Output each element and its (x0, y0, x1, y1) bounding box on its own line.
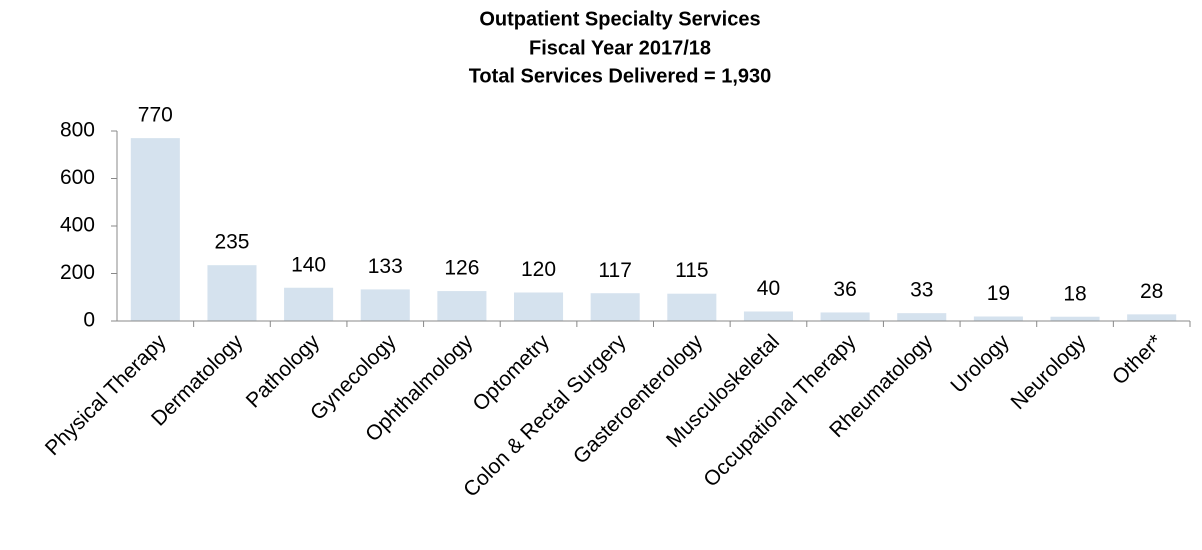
bar (1050, 316, 1100, 321)
value-label: 117 (598, 259, 631, 282)
y-tick-label: 400 (60, 214, 95, 237)
chart-subtitle: Fiscal Year 2017/18 (529, 37, 711, 59)
value-label: 133 (368, 255, 403, 278)
bar (207, 265, 257, 321)
y-tick-label: 0 (83, 309, 95, 332)
x-tick-label: Gasteroenterology (569, 330, 708, 469)
bar (437, 291, 487, 321)
bar (667, 293, 717, 321)
value-label: 235 (214, 231, 249, 254)
value-label: 33 (910, 279, 933, 302)
bar (360, 289, 410, 321)
bar (973, 316, 1023, 321)
x-tick-label: Physical Therapy (41, 330, 171, 460)
x-tick-label: Neurology (1007, 330, 1091, 414)
bar (820, 312, 870, 321)
x-tick-label: Occupational Therapy (699, 330, 861, 492)
x-tick-label: Urology (946, 330, 1014, 398)
bar (743, 311, 793, 321)
chart-title: Outpatient Specialty Services (479, 8, 760, 30)
bar (130, 138, 180, 321)
value-label: 126 (444, 257, 479, 280)
value-label: 770 (138, 104, 173, 127)
value-label: 40 (757, 277, 780, 300)
x-tick-label: Pathology (242, 330, 325, 413)
value-label: 19 (987, 282, 1010, 305)
y-tick-label: 600 (60, 166, 95, 189)
bar (284, 287, 334, 321)
value-label: 140 (291, 253, 326, 276)
bar (897, 313, 947, 321)
value-label: 18 (1063, 282, 1086, 305)
bar (590, 293, 640, 321)
value-label: 36 (833, 278, 856, 301)
value-label: 28 (1140, 280, 1163, 303)
x-tick-label: Other* (1108, 330, 1167, 389)
y-tick-label: 800 (60, 119, 95, 142)
bar (514, 292, 564, 321)
chart-subtitle: Total Services Delivered = 1,930 (469, 65, 772, 87)
y-tick-label: 200 (60, 261, 95, 284)
bar (1127, 314, 1177, 321)
value-label: 115 (675, 259, 708, 282)
value-label: 120 (521, 258, 556, 281)
